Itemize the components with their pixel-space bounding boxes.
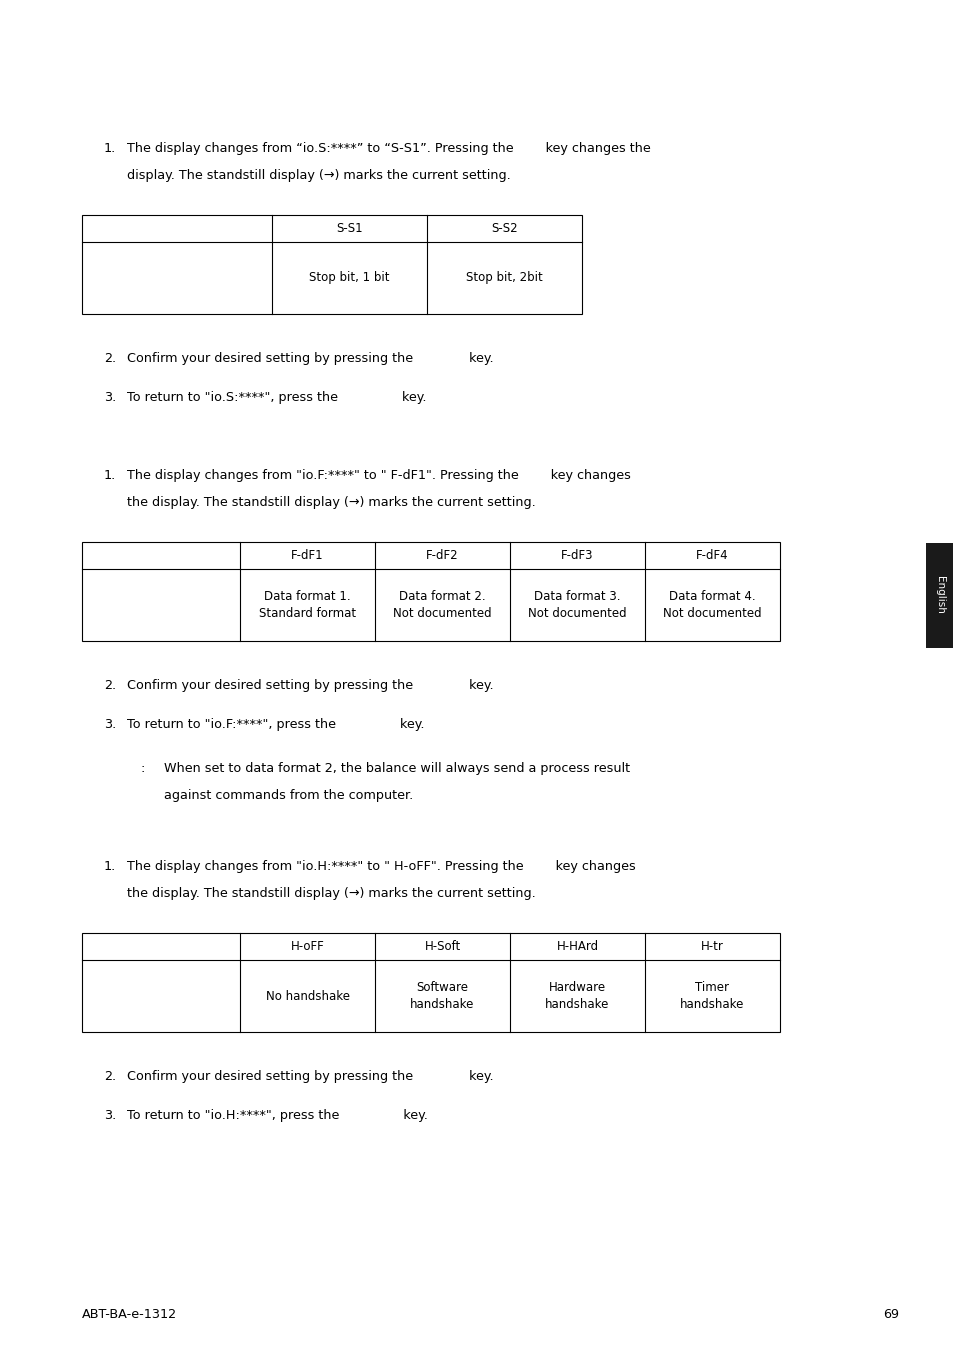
Text: Data format 2.
Not documented: Data format 2. Not documented bbox=[393, 590, 492, 620]
Text: S-S1: S-S1 bbox=[335, 221, 362, 235]
Text: H-Soft: H-Soft bbox=[424, 940, 460, 953]
Text: To return to "io.F:****", press the                key.: To return to "io.F:****", press the key. bbox=[127, 717, 424, 730]
Text: Confirm your desired setting by pressing the              key.: Confirm your desired setting by pressing… bbox=[127, 352, 493, 365]
Bar bbox=[82, 541, 780, 641]
Text: 2.: 2. bbox=[104, 352, 116, 365]
Text: H-tr: H-tr bbox=[700, 940, 723, 953]
Text: Data format 3.
Not documented: Data format 3. Not documented bbox=[528, 590, 626, 620]
Text: against commands from the computer.: against commands from the computer. bbox=[164, 788, 413, 802]
Text: Timer
handshake: Timer handshake bbox=[679, 981, 744, 1011]
Bar bbox=[82, 933, 780, 1031]
Text: 1.: 1. bbox=[104, 860, 116, 873]
Text: 1.: 1. bbox=[104, 142, 116, 155]
Text: No handshake: No handshake bbox=[265, 990, 349, 1003]
Text: To return to "io.H:****", press the                key.: To return to "io.H:****", press the key. bbox=[127, 1108, 428, 1122]
Text: When set to data format 2, the balance will always send a process result: When set to data format 2, the balance w… bbox=[164, 761, 630, 775]
Text: 69: 69 bbox=[882, 1308, 898, 1322]
Text: Confirm your desired setting by pressing the              key.: Confirm your desired setting by pressing… bbox=[127, 679, 493, 693]
Text: 3.: 3. bbox=[104, 1108, 116, 1122]
Text: Stop bit, 1 bit: Stop bit, 1 bit bbox=[309, 271, 390, 285]
Bar bbox=[82, 215, 581, 315]
Text: Data format 1.
Standard format: Data format 1. Standard format bbox=[258, 590, 355, 620]
Text: S-S2: S-S2 bbox=[491, 221, 517, 235]
Text: ABT-BA-e-1312: ABT-BA-e-1312 bbox=[82, 1308, 177, 1322]
Text: English: English bbox=[934, 576, 944, 614]
Text: The display changes from "io.F:****" to " F-dF1". Pressing the        key change: The display changes from "io.F:****" to … bbox=[127, 468, 630, 482]
Text: Software
handshake: Software handshake bbox=[410, 981, 475, 1011]
Text: H-oFF: H-oFF bbox=[291, 940, 324, 953]
Text: display. The standstill display (→) marks the current setting.: display. The standstill display (→) mark… bbox=[127, 169, 510, 181]
Text: H-HArd: H-HArd bbox=[556, 940, 598, 953]
Text: F-dF4: F-dF4 bbox=[696, 549, 728, 562]
Text: Data format 4.
Not documented: Data format 4. Not documented bbox=[662, 590, 761, 620]
Text: 2.: 2. bbox=[104, 1071, 116, 1083]
Text: Stop bit, 2bit: Stop bit, 2bit bbox=[466, 271, 542, 285]
Text: F-dF1: F-dF1 bbox=[291, 549, 323, 562]
Text: 1.: 1. bbox=[104, 468, 116, 482]
Text: 2.: 2. bbox=[104, 679, 116, 693]
Text: The display changes from "io.H:****" to " H-oFF". Pressing the        key change: The display changes from "io.H:****" to … bbox=[127, 860, 635, 873]
Text: The display changes from “io.S:****” to “S-S1”. Pressing the        key changes : The display changes from “io.S:****” to … bbox=[127, 142, 650, 155]
Text: To return to "io.S:****", press the                key.: To return to "io.S:****", press the key. bbox=[127, 390, 426, 404]
Text: F-dF2: F-dF2 bbox=[426, 549, 458, 562]
Text: 3.: 3. bbox=[104, 390, 116, 404]
Text: the display. The standstill display (→) marks the current setting.: the display. The standstill display (→) … bbox=[127, 495, 536, 509]
Text: :: : bbox=[140, 761, 144, 775]
Text: 3.: 3. bbox=[104, 717, 116, 730]
Text: Confirm your desired setting by pressing the              key.: Confirm your desired setting by pressing… bbox=[127, 1071, 493, 1083]
Text: F-dF3: F-dF3 bbox=[560, 549, 593, 562]
Text: the display. The standstill display (→) marks the current setting.: the display. The standstill display (→) … bbox=[127, 887, 536, 899]
Text: Hardware
handshake: Hardware handshake bbox=[545, 981, 609, 1011]
Bar bbox=[925, 543, 953, 648]
